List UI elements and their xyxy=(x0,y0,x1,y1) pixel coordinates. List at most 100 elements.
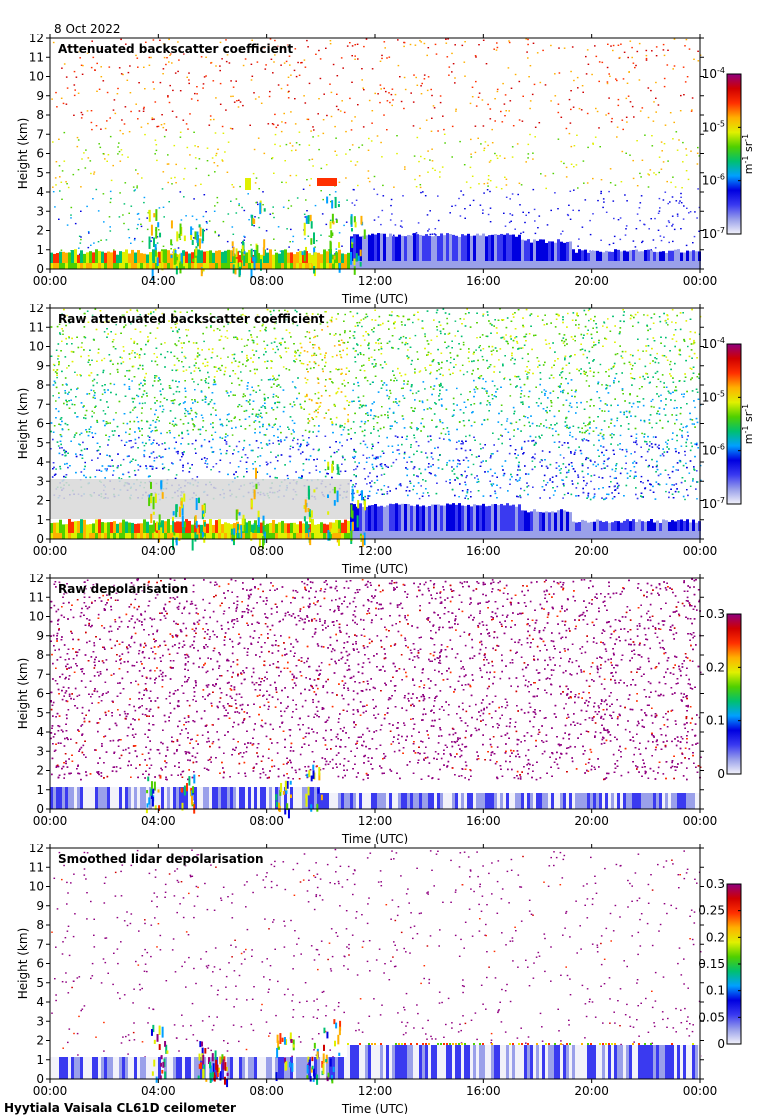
y-axis-label: Height (km) xyxy=(16,658,30,729)
x-tick-label: 20:00 xyxy=(574,544,609,558)
y-tick-label: 10 xyxy=(29,340,44,354)
y-tick-label: 2 xyxy=(36,1034,44,1048)
y-tick-label: 3 xyxy=(36,474,44,488)
panel-title: Attenuated backscatter coefficient xyxy=(58,42,293,56)
x-tick-label: 08:00 xyxy=(249,1084,284,1098)
x-tick-label: 08:00 xyxy=(249,274,284,288)
y-tick-label: 10 xyxy=(29,610,44,624)
y-tick-label: 11 xyxy=(29,860,44,874)
x-tick-label: 20:00 xyxy=(574,274,609,288)
heatmap-area xyxy=(49,577,702,819)
y-tick-label: 4 xyxy=(36,455,44,469)
colorbar-tick-label: 0.2 xyxy=(706,930,725,944)
y-tick-label: 3 xyxy=(36,1014,44,1028)
x-tick-label: 16:00 xyxy=(466,274,501,288)
y-tick-label: 5 xyxy=(36,436,44,450)
x-tick-label: 08:00 xyxy=(249,814,284,828)
y-tick-label: 6 xyxy=(36,687,44,701)
y-tick-label: 4 xyxy=(36,995,44,1009)
panel-4: 0 1 2 3 4 5 6 7 8 9 10 11 12 00:00 04:00 08:00 12:00 16:0… xyxy=(0,844,780,1114)
x-tick-label: 00:00 xyxy=(33,1084,68,1098)
y-tick-label: 0 xyxy=(36,802,44,816)
heatmap-area xyxy=(49,37,702,281)
y-tick-label: 10 xyxy=(29,880,44,894)
colorbar-tick-label: 10-5 xyxy=(702,389,725,404)
x-tick-label: 00:00 xyxy=(33,814,68,828)
x-tick-label: 12:00 xyxy=(358,544,393,558)
y-tick-label: 6 xyxy=(36,147,44,161)
y-tick-label: 11 xyxy=(29,50,44,64)
date-label: 8 Oct 2022 xyxy=(54,22,121,36)
y-tick-label: 12 xyxy=(29,574,44,585)
y-tick-label: 11 xyxy=(29,320,44,334)
colorbar-unit: m-1 sr-1 xyxy=(741,404,755,444)
x-tick-label: 20:00 xyxy=(574,814,609,828)
colorbar-tick-label: 10-6 xyxy=(702,443,725,458)
panel-1: 0 1 2 3 4 5 6 7 8 9 10 11 12 00:00 04:00 08:00 12:00 16:0… xyxy=(0,34,780,304)
x-tick-label: 04:00 xyxy=(141,544,176,558)
x-axis-label: Time (UTC) xyxy=(341,562,408,574)
colorbar-tick-label: 0.15 xyxy=(698,957,725,971)
heatmap-area xyxy=(49,307,702,551)
y-tick-label: 7 xyxy=(36,127,44,141)
y-tick-label: 9 xyxy=(36,359,44,373)
heatmap-area xyxy=(49,847,702,1088)
x-tick-label: 04:00 xyxy=(141,1084,176,1098)
colorbar-tick-label: 0.3 xyxy=(706,877,725,891)
y-tick-label: 3 xyxy=(36,204,44,218)
x-tick-label: 04:00 xyxy=(141,274,176,288)
y-tick-label: 0 xyxy=(36,1072,44,1086)
x-tick-label: 04:00 xyxy=(141,814,176,828)
y-tick-label: 4 xyxy=(36,725,44,739)
panel-title: Smoothed lidar depolarisation xyxy=(58,852,264,866)
y-tick-label: 2 xyxy=(36,224,44,238)
colorbar-tick-label: 0.1 xyxy=(706,984,725,998)
colorbar-tick-label: 0.25 xyxy=(698,904,725,918)
y-tick-label: 7 xyxy=(36,667,44,681)
y-tick-label: 7 xyxy=(36,937,44,951)
x-axis-label: Time (UTC) xyxy=(341,292,408,304)
y-tick-label: 12 xyxy=(29,844,44,855)
x-tick-label: 12:00 xyxy=(358,814,393,828)
y-tick-label: 12 xyxy=(29,34,44,45)
x-tick-label: 00:00 xyxy=(683,544,718,558)
x-tick-label: 00:00 xyxy=(683,814,718,828)
x-tick-label: 16:00 xyxy=(466,814,501,828)
y-tick-label: 6 xyxy=(36,957,44,971)
x-tick-label: 00:00 xyxy=(683,274,718,288)
y-tick-label: 0 xyxy=(36,532,44,546)
colorbar xyxy=(726,73,742,235)
x-tick-label: 20:00 xyxy=(574,1084,609,1098)
instrument-label: Hyytiala Vaisala CL61D ceilometer xyxy=(4,1101,236,1115)
colorbar-tick-label: 10-7 xyxy=(702,226,725,241)
y-tick-label: 2 xyxy=(36,494,44,508)
colorbar-unit: m-1 sr-1 xyxy=(741,134,755,174)
y-axis-label: Height (km) xyxy=(16,928,30,999)
colorbar-tick-label: 0 xyxy=(717,1037,725,1051)
y-tick-label: 8 xyxy=(36,918,44,932)
colorbar-tick-label: 10-6 xyxy=(702,173,725,188)
colorbar-tick-label: 10-4 xyxy=(702,66,725,81)
y-tick-label: 4 xyxy=(36,185,44,199)
x-tick-label: 16:00 xyxy=(466,544,501,558)
colorbar-tick-label: 0.05 xyxy=(698,1010,725,1024)
colorbar-tick-label: 10-7 xyxy=(702,496,725,511)
y-tick-label: 5 xyxy=(36,976,44,990)
y-axis-label: Height (km) xyxy=(16,388,30,459)
y-tick-label: 10 xyxy=(29,70,44,84)
x-tick-label: 08:00 xyxy=(249,544,284,558)
colorbar xyxy=(726,613,742,775)
y-tick-label: 6 xyxy=(36,417,44,431)
x-tick-label: 00:00 xyxy=(33,274,68,288)
colorbar-tick-label: 0 xyxy=(717,767,725,781)
y-tick-label: 5 xyxy=(36,166,44,180)
panel-3: 0 1 2 3 4 5 6 7 8 9 10 11 12 00:00 04:00 08:00 12:00 16:0… xyxy=(0,574,780,844)
x-tick-label: 12:00 xyxy=(358,274,393,288)
y-tick-label: 2 xyxy=(36,764,44,778)
y-tick-label: 11 xyxy=(29,590,44,604)
y-tick-label: 0 xyxy=(36,262,44,276)
y-tick-label: 1 xyxy=(36,783,44,797)
